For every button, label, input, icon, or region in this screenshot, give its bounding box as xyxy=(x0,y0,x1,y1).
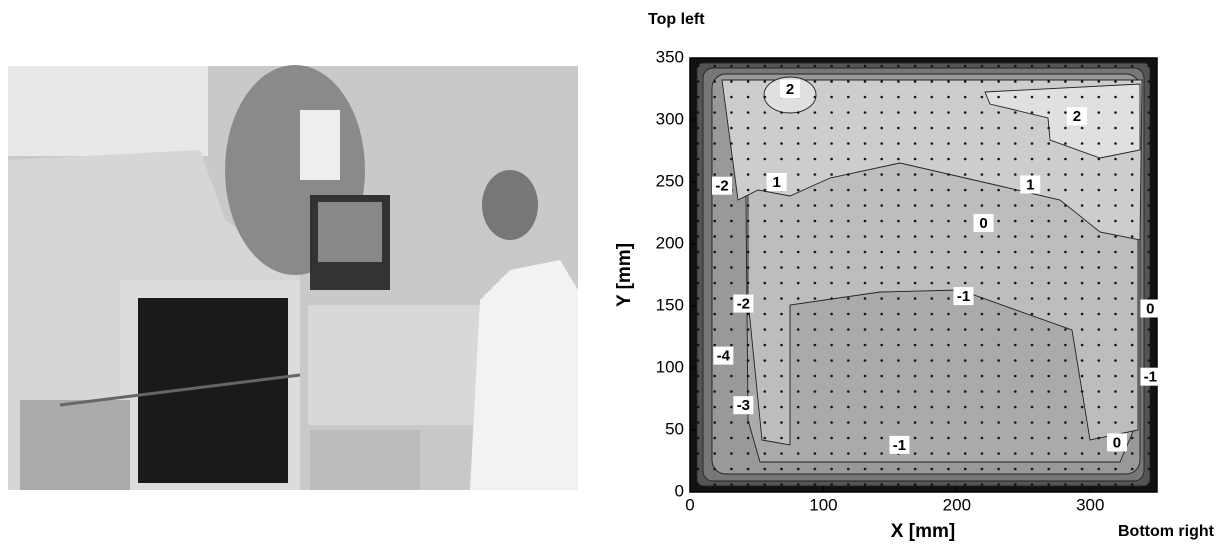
annotation: Top left xyxy=(648,11,705,28)
x-tick-label: 100 xyxy=(809,495,837,514)
contour-label: -1 xyxy=(893,437,906,454)
y-tick-label: 100 xyxy=(656,357,684,376)
y-tick-label: 350 xyxy=(656,47,684,66)
annotation: Bottom right xyxy=(1118,523,1215,540)
contour-label: 1 xyxy=(773,174,781,191)
x-tick-label: 200 xyxy=(943,495,971,514)
y-tick-label: 250 xyxy=(656,171,684,190)
figure: Top left Bottom right X [mm] Y [mm] 0100… xyxy=(0,0,1224,544)
contour-label: 2 xyxy=(1073,108,1081,125)
contour-label: 0 xyxy=(1113,434,1121,451)
contour-label: 0 xyxy=(979,215,987,232)
y-tick-label: 200 xyxy=(656,233,684,252)
contour-label: 2 xyxy=(786,81,794,98)
contour-label: 0 xyxy=(1146,300,1154,317)
contour-label: -1 xyxy=(1144,369,1157,386)
y-axis-label: Y [mm] xyxy=(614,243,635,307)
contour-label: -1 xyxy=(957,288,970,305)
y-tick-label: 300 xyxy=(656,109,684,128)
y-tick-label: 0 xyxy=(675,481,684,500)
contour-label: 1 xyxy=(1026,176,1034,193)
x-tick-label: 300 xyxy=(1076,495,1104,514)
contour-field xyxy=(690,58,1157,492)
y-tick-label: 150 xyxy=(656,295,684,314)
contour-label: -2 xyxy=(737,295,750,312)
contour-label: -4 xyxy=(717,348,731,365)
x-tick-label: 0 xyxy=(685,495,694,514)
x-axis-label: X [mm] xyxy=(891,521,955,542)
contour-label: -3 xyxy=(737,397,750,414)
contour-label: -2 xyxy=(715,178,728,195)
photo xyxy=(8,65,578,490)
y-tick-label: 50 xyxy=(665,419,684,438)
